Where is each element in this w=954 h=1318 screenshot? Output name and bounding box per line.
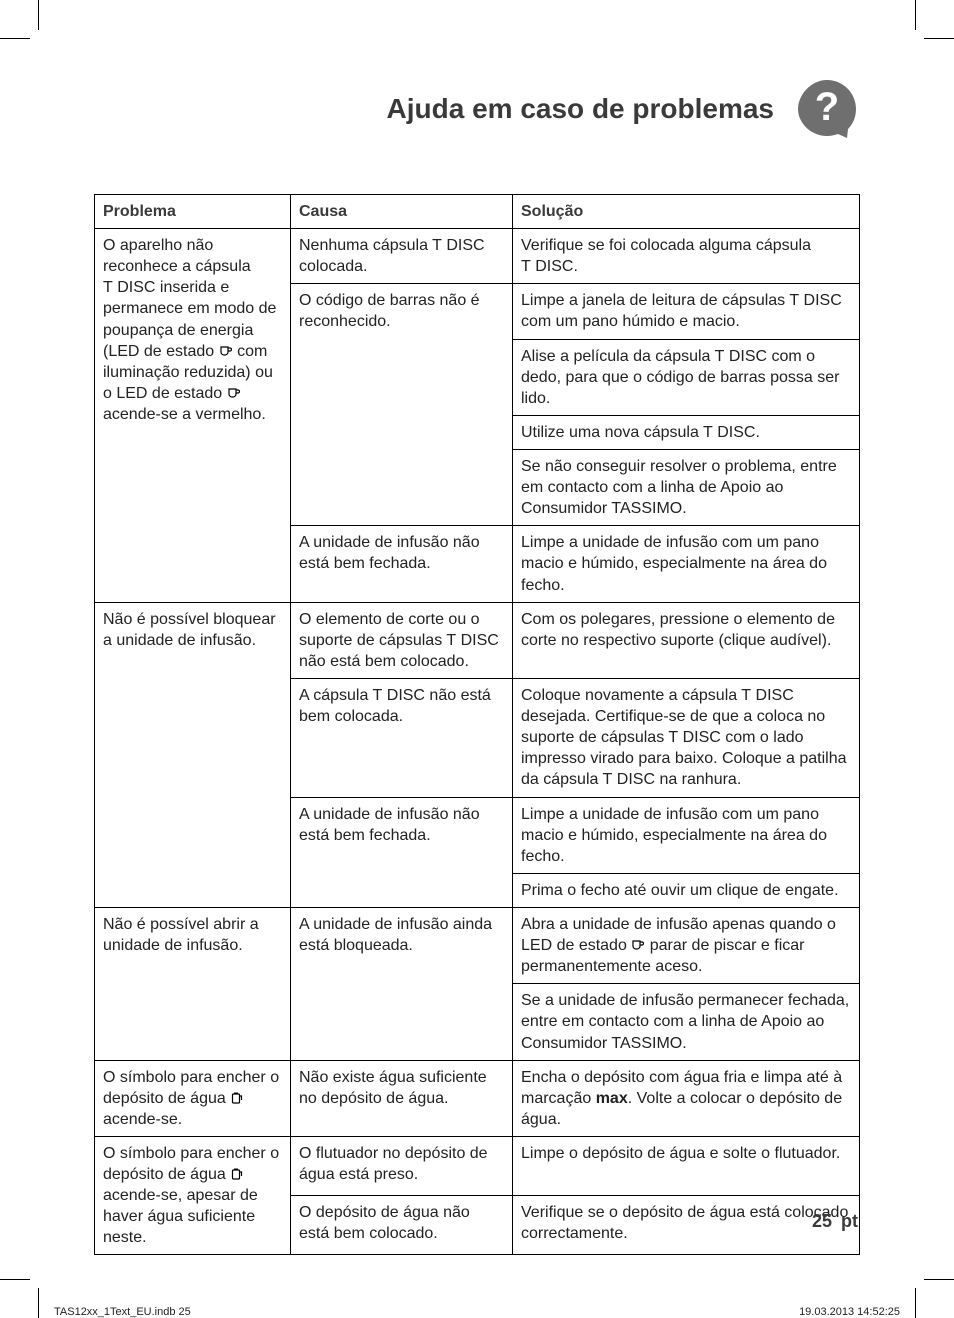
cell-problem: O símbolo para encher o depósito de água…: [95, 1136, 291, 1255]
crop-mark: [915, 1288, 916, 1318]
water-tank-icon: [230, 1090, 244, 1104]
crop-mark: [924, 38, 954, 39]
table-header-row: Problema Causa Solução: [95, 195, 860, 229]
cell-solution: Limpe a unidade de infusão com um pano m…: [513, 526, 860, 602]
table-body: O aparelho não reconhece a cápsula T DIS…: [95, 229, 860, 1255]
troubleshooting-table: Problema Causa Solução O aparelho não re…: [94, 194, 860, 1255]
table-row: Não é possível abrir a unidade de infusã…: [95, 907, 860, 983]
crop-mark: [38, 0, 39, 30]
cell-solution: Verifique se foi colocada alguma cápsula…: [513, 229, 860, 284]
cell-solution: Utilize uma nova cápsula T DISC.: [513, 415, 860, 449]
cell-cause: A unidade de infusão não está bem fechad…: [291, 797, 513, 907]
lang-code: pt: [841, 1211, 858, 1231]
cell-cause: A cápsula T DISC não está bem colocada.: [291, 678, 513, 797]
print-footer-left: TAS12xx_1Text_EU.indb 25: [54, 1306, 191, 1318]
table-row: O símbolo para encher o depósito de água…: [95, 1060, 860, 1136]
question-mark-icon: ?: [796, 78, 858, 140]
page-inner: Ajuda em caso de problemas ? Problema Ca…: [52, 38, 902, 1280]
cell-solution: Se não conseguir resolver o problema, en…: [513, 449, 860, 525]
table-row: Não é possível bloquear a unidade de inf…: [95, 602, 860, 678]
th-cause: Causa: [291, 195, 513, 229]
page: Ajuda em caso de problemas ? Problema Ca…: [0, 0, 954, 1318]
th-solution: Solução: [513, 195, 860, 229]
cup-icon: [631, 937, 645, 951]
table-row: O símbolo para encher o depósito de água…: [95, 1136, 860, 1195]
cell-solution: Abra a unidade de infusão apenas quando …: [513, 907, 860, 983]
cell-solution: Alise a película da cápsula T DISC com o…: [513, 339, 860, 415]
cell-problem: Não é possível bloquear a unidade de inf…: [95, 602, 291, 907]
cell-solution: Coloque novamente a cápsula T DISC desej…: [513, 678, 860, 797]
cell-cause: O código de barras não é reconhecido.: [291, 284, 513, 526]
print-footer-right: 19.03.2013 14:52:25: [799, 1306, 900, 1318]
page-number: 25: [812, 1211, 832, 1231]
page-footer: 25 pt: [812, 1211, 858, 1232]
cell-cause: O elemento de corte ou o suporte de cáps…: [291, 602, 513, 678]
crop-mark: [38, 1288, 39, 1318]
cup-icon: [219, 343, 233, 357]
water-tank-icon: [230, 1166, 244, 1180]
table-row: O aparelho não reconhece a cápsula T DIS…: [95, 229, 860, 284]
cell-solution: Prima o fecho até ouvir um clique de eng…: [513, 873, 860, 907]
cell-solution: Com os polegares, pressione o elemento d…: [513, 602, 860, 678]
cell-cause: A unidade de infusão ainda está bloquead…: [291, 907, 513, 1060]
cell-problem: Não é possível abrir a unidade de infusã…: [95, 907, 291, 1060]
svg-text:?: ?: [815, 85, 839, 129]
cell-solution: Limpe a janela de leitura de cápsulas T …: [513, 284, 860, 339]
heading-row: Ajuda em caso de problemas ?: [94, 78, 858, 140]
th-problem: Problema: [95, 195, 291, 229]
cell-cause: Nenhuma cápsula T DISC colocada.: [291, 229, 513, 284]
page-title: Ajuda em caso de problemas: [387, 93, 774, 125]
cell-solution: Limpe o depósito de água e solte o flutu…: [513, 1136, 860, 1195]
cell-solution: Se a unidade de infusão permanecer fecha…: [513, 984, 860, 1060]
crop-mark: [915, 0, 916, 30]
cell-problem: O símbolo para encher o depósito de água…: [95, 1060, 291, 1136]
cell-solution: Verifique se o depósito de água está col…: [513, 1196, 860, 1255]
cup-icon: [227, 385, 241, 399]
cell-cause: O flutuador no depósito de água está pre…: [291, 1136, 513, 1195]
cell-cause: O depósito de água não está bem colocado…: [291, 1196, 513, 1255]
crop-mark: [0, 38, 30, 39]
cell-cause: A unidade de infusão não está bem fechad…: [291, 526, 513, 602]
cell-solution: Limpe a unidade de infusão com um pano m…: [513, 797, 860, 873]
crop-mark: [924, 1279, 954, 1280]
cell-cause: Não existe água suficiente no depósito d…: [291, 1060, 513, 1136]
crop-mark: [0, 1279, 30, 1280]
cell-problem: O aparelho não reconhece a cápsula T DIS…: [95, 229, 291, 603]
cell-solution: Encha o depósito com água fria e limpa a…: [513, 1060, 860, 1136]
